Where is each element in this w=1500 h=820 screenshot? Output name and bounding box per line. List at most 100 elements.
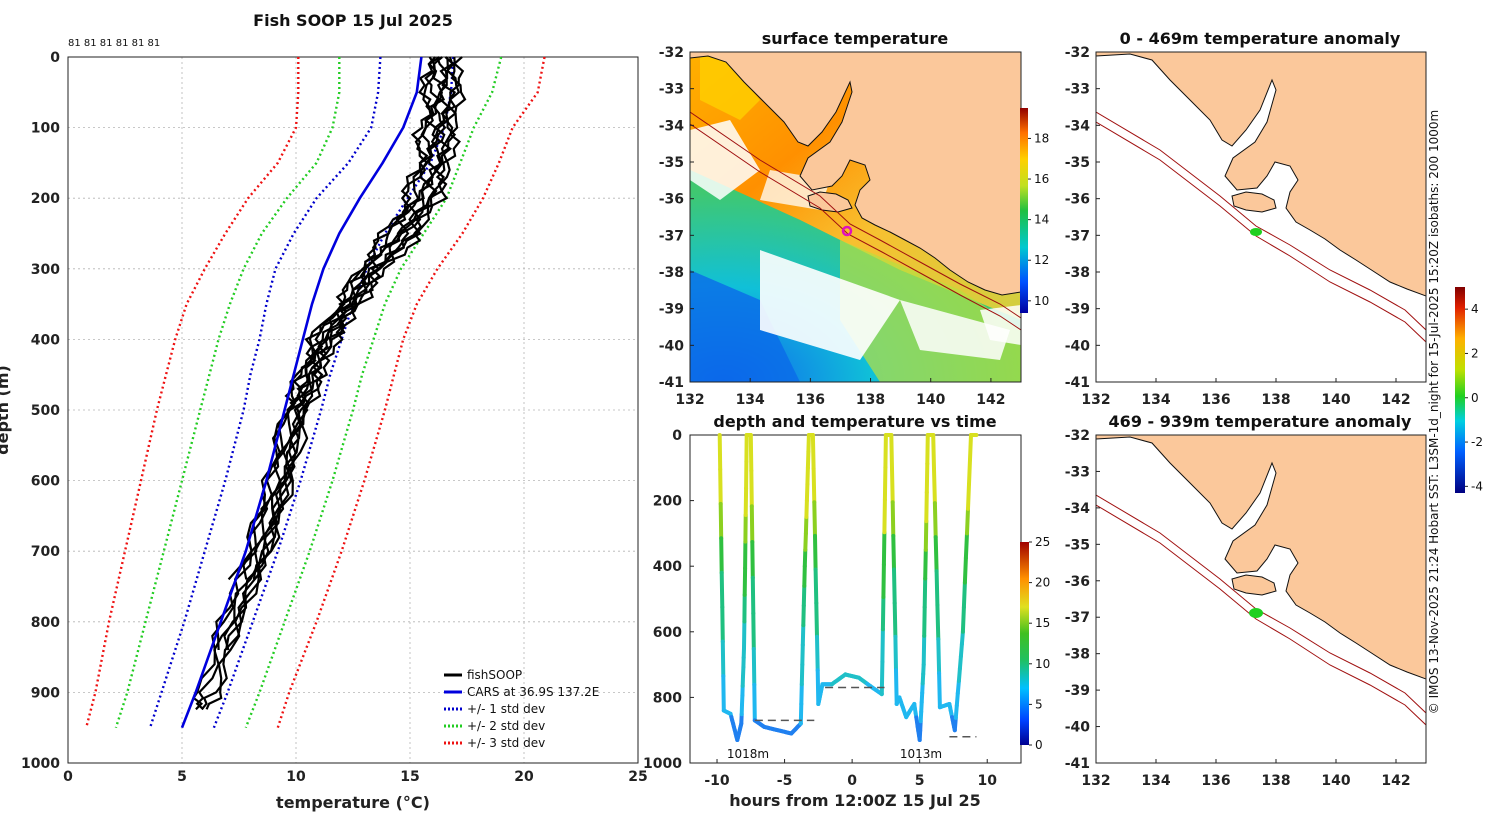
map-y-tick-label: -39: [1065, 302, 1090, 318]
map-x-tick-label: 138: [856, 392, 885, 408]
depth-time-x-tick-label: 5: [915, 773, 925, 789]
depth-time-trace-segment: [752, 682, 757, 723]
depth-time-ticks: -10 -5 0 5 10 0 200 400 600 800 1000: [643, 428, 997, 789]
anomaly-upper-frame: [1095, 51, 1427, 383]
profile-y-tick-label: 700: [31, 544, 60, 560]
anomaly-lower-frame: [1095, 434, 1427, 764]
colorbar-tick-label: 12: [1034, 253, 1049, 267]
depth-time-trace-segment: [889, 433, 894, 471]
profile-y-tick-label: 100: [31, 121, 60, 137]
anomaly-colorbar-ticks: -4 -2 0 2 4: [1465, 302, 1483, 493]
profile-x-tick-label: 15: [400, 769, 419, 785]
depth-time-trace-segment: [932, 501, 938, 540]
profile-ticks: 0 5 10 15 20 25 0 100 200 300 400 500 600 700 800 900 10…: [21, 50, 648, 785]
map-x-tick-label: 142: [1381, 392, 1410, 408]
anomaly-lower-title: 469 - 939m temperature anomaly: [1109, 412, 1412, 431]
depth-time-trace-segment: [953, 703, 959, 720]
depth-time-trace-segment: [811, 466, 817, 505]
legend-entry-cars: CARS at 36.9S 137.2E: [467, 685, 599, 699]
depth-time-y-tick-label: 200: [653, 494, 682, 510]
depth-time-trace-segment: [961, 580, 967, 610]
colorbar-tick-label: 10: [1035, 657, 1050, 671]
depth-time-trace-segment: [933, 535, 939, 574]
depth-time-xlabel: hours from 12:00Z 15 Jul 25: [729, 791, 980, 810]
profile-lines: [85, 56, 546, 729]
map-y-tick-label: -32: [659, 45, 684, 61]
map-y-tick-label: -33: [1065, 464, 1090, 480]
depth-time-trace-segment: [962, 556, 968, 585]
map-y-tick-label: -38: [659, 265, 684, 281]
profile-series-cars: [180, 56, 423, 729]
profile-fishsoop-cast: [192, 56, 437, 711]
depth-time-trace-segment: [717, 433, 723, 472]
legend-entry-sd2: +/- 2 std dev: [467, 719, 545, 733]
sst-map-image: [690, 52, 1021, 382]
colorbar-tick-label: 2: [1471, 346, 1479, 360]
profile-series--2-std-dev: [114, 57, 341, 729]
map-x-tick-label: 142: [976, 392, 1005, 408]
profile-x-tick-label: 20: [514, 769, 534, 785]
map-y-tick-label: -37: [659, 228, 684, 244]
profile-x-tick-label: 5: [177, 769, 187, 785]
profile-fishsoop-cast: [195, 56, 448, 711]
colorbar-tick-label: 25: [1035, 535, 1050, 549]
depth-time-trace-segment: [921, 633, 927, 667]
depth-time-trace-segment: [966, 482, 971, 511]
map-y-tick-label: -37: [1065, 228, 1090, 244]
profile-legend: fishSOOP CARS at 36.9S 137.2E +/- 1 std …: [444, 668, 599, 750]
colorbar-tick-label: 10: [1034, 294, 1049, 308]
depth-time-x-tick-label: 10: [977, 773, 997, 789]
profile-panel: Fish SOOP 15 Jul 2025 81 81 81 81 81 81 …: [0, 11, 648, 812]
depth-time-trace-segment: [799, 662, 805, 687]
sst-colorbar-gradient: [1020, 108, 1028, 313]
depth-time-trace-segment: [802, 547, 808, 569]
depth-time-trace-segment: [805, 465, 810, 487]
map-x-tick-label: 140: [1321, 773, 1350, 789]
anomaly-lower-marker: [1249, 608, 1263, 618]
max-depth-label-1: 1018m: [727, 747, 769, 761]
profile-x-tick-label: 0: [63, 769, 73, 785]
depth-time-trace-segment: [954, 691, 960, 708]
depth-time-trace-segment: [806, 433, 811, 454]
depth-time-trace-segment: [937, 671, 942, 710]
map-y-tick-label: -34: [1065, 501, 1091, 517]
depth-time-trace-segment: [967, 457, 972, 487]
depth-time-y-tick-label: 1000: [643, 756, 682, 772]
sst-map-location-marker: [841, 225, 853, 237]
depth-time-trace-segment: [751, 647, 757, 687]
map-y-tick-label: -41: [1065, 375, 1090, 391]
depth-time-trace-segment: [923, 519, 929, 552]
map-y-tick-label: -33: [1065, 82, 1090, 98]
profile-title: Fish SOOP 15 Jul 2025: [253, 11, 453, 30]
map-x-tick-label: 136: [1201, 392, 1230, 408]
temp-colorbar-ticks: 0 5 10 15 20 25: [1029, 535, 1050, 752]
colorbar-tick-label: 15: [1035, 616, 1050, 630]
depth-time-trace-segment: [883, 433, 888, 470]
depth-time-trace-segment: [931, 433, 936, 471]
depth-time-trace-segment: [718, 467, 723, 506]
anomaly-colorbar: -4 -2 0 2 4: [1455, 287, 1483, 493]
sst-colorbar: 10 12 14 16 18: [1020, 108, 1049, 313]
sst-map-panel: surface temperature -32-33-34-35-36-37-3…: [659, 29, 1050, 408]
depth-time-trace-segment: [812, 500, 817, 538]
map-x-tick-label: 138: [1261, 773, 1290, 789]
profile-count-label: 81 81 81 81 81 81: [68, 38, 160, 49]
profile-series--1-std-dev: [148, 56, 382, 729]
depth-time-trace-segment: [894, 668, 899, 706]
map-x-tick-label: 132: [675, 392, 704, 408]
depth-time-trace-segment: [879, 659, 885, 697]
profile-x-tick-label: 25: [628, 769, 647, 785]
depth-time-trace-segment: [882, 465, 888, 502]
depth-time-trace-segment: [810, 433, 816, 471]
profile-y-tick-label: 300: [31, 262, 60, 278]
profile-y-tick-label: 600: [31, 474, 60, 490]
depth-time-trace-segment: [802, 564, 807, 588]
map-y-tick-label: -34: [659, 118, 685, 134]
profile-series--1-std-dev: [212, 56, 455, 729]
depth-time-trace-segment: [882, 497, 887, 535]
depth-time-trace-segment: [922, 605, 927, 638]
depth-time-trace-segment: [924, 490, 929, 524]
